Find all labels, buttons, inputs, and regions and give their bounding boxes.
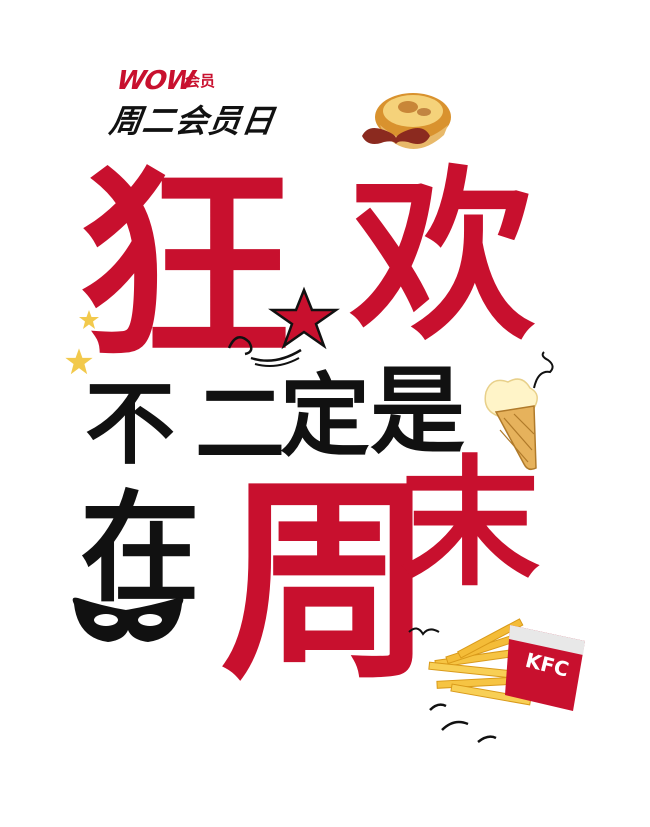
headline-char-er: 二 — [195, 372, 285, 477]
headline-char-mo: 末 — [400, 443, 541, 606]
star-icon — [65, 348, 93, 375]
headline-char-huan: 欢 — [350, 149, 535, 365]
headline-char-ding: 定 — [280, 364, 370, 469]
mask-icon — [72, 597, 184, 642]
kfc-fries-icon: KFC — [428, 618, 585, 711]
headline-char-bu: 不 — [85, 372, 175, 477]
star-icon — [79, 310, 99, 329]
headline-char-shi: 是 — [370, 357, 466, 467]
mustache-icon — [362, 128, 430, 144]
swirl-doodle — [227, 335, 302, 367]
star-icon — [268, 286, 340, 350]
ice-cream-cone-icon — [484, 378, 538, 471]
swirl-doodle — [533, 351, 554, 389]
wow-logo: WOW — [114, 66, 197, 96]
headline-char-kuang: 狂 — [76, 148, 293, 386]
headline-char-zhou: 周 — [220, 457, 435, 708]
member-label: 会员 — [185, 72, 216, 90]
tuesday-member-day-title: 周二会员日 — [107, 102, 278, 140]
speed-lines-doodle — [429, 703, 497, 743]
speed-lines-doodle — [408, 627, 440, 636]
headline-char-zai: 在 — [80, 480, 200, 619]
egg-tart-icon — [375, 93, 451, 149]
